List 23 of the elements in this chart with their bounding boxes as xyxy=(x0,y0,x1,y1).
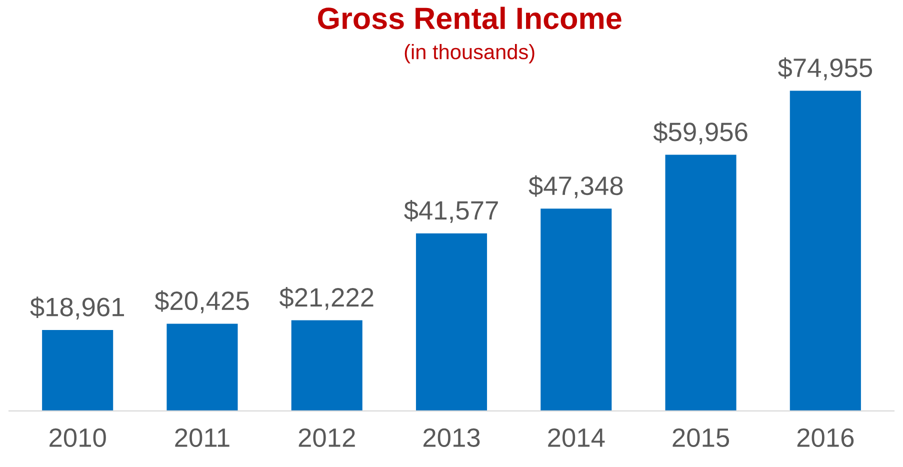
x-tick-label: 2015 xyxy=(672,428,730,448)
data-label: $59,956 xyxy=(653,121,748,144)
data-label: $47,348 xyxy=(528,175,623,198)
chart-subtitle: (in thousands) xyxy=(404,44,534,64)
bar xyxy=(42,330,114,411)
bar xyxy=(665,154,736,411)
x-tick-label: 2014 xyxy=(548,428,605,448)
data-label: $21,222 xyxy=(279,286,374,310)
data-label: $74,955 xyxy=(778,57,872,80)
data-label: $41,577 xyxy=(404,200,498,223)
x-tick-label: 2010 xyxy=(50,428,106,448)
data-label: $20,425 xyxy=(154,290,249,314)
x-tick-label: 2012 xyxy=(298,428,355,448)
bar xyxy=(416,233,488,411)
x-tick-label: 2011 xyxy=(175,428,230,448)
bar xyxy=(291,320,362,411)
bar xyxy=(790,90,861,411)
data-label: $18,961 xyxy=(30,296,124,320)
chart-title: Gross Rental Income xyxy=(318,6,622,30)
x-tick-label: 2016 xyxy=(797,428,854,448)
bar xyxy=(540,208,612,411)
x-tick-label: 2013 xyxy=(423,428,480,448)
bar xyxy=(166,324,238,411)
